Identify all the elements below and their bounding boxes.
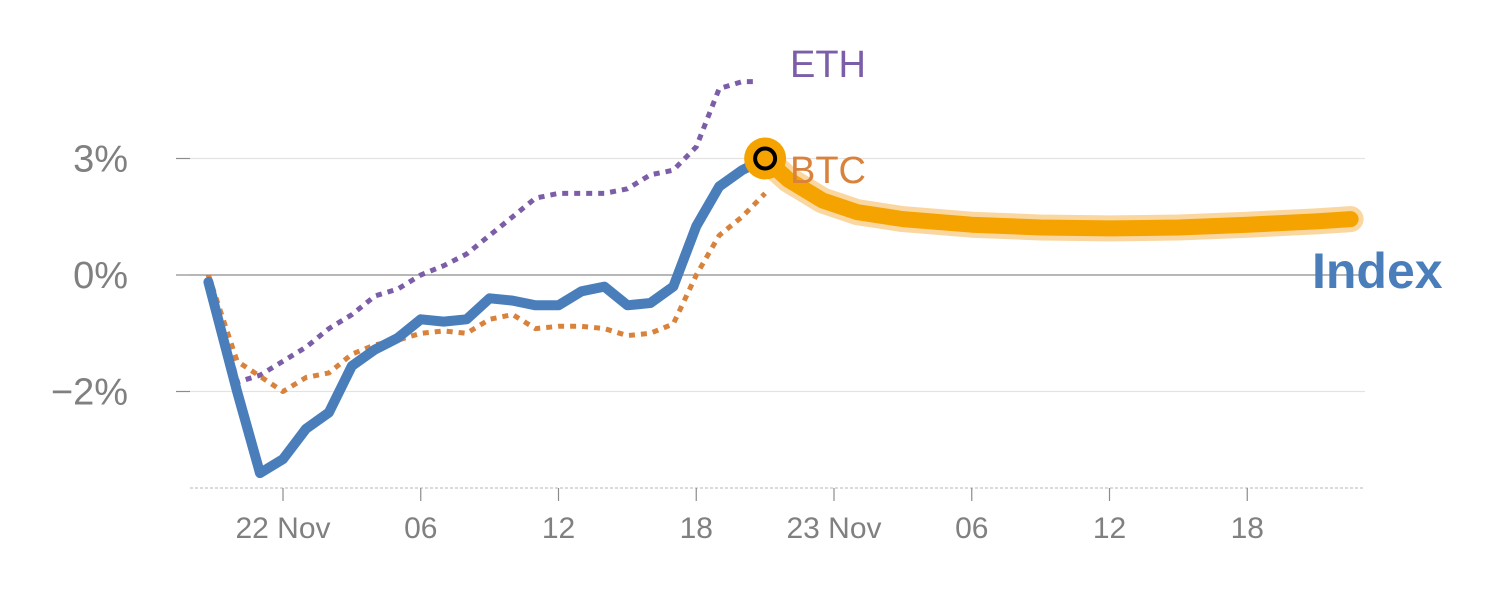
y-tick-label: 0% <box>73 255 128 297</box>
current-point-marker <box>753 146 778 171</box>
x-tick-label: 06 <box>404 512 437 545</box>
forecast-line <box>757 150 1359 237</box>
series-label-btc: BTC <box>790 150 866 192</box>
series-line-index <box>203 153 771 479</box>
x-axis: 22 Nov 06 12 18 23 Nov 06 12 18 <box>190 487 1365 545</box>
label-layer: ETH BTC Index <box>790 44 1443 299</box>
x-tick-label: 06 <box>955 512 988 545</box>
grid-layer: 3% 0% −2% <box>51 139 1365 414</box>
x-tick-label: 12 <box>542 512 575 545</box>
series-line-btc <box>206 191 767 394</box>
x-tick-label: 18 <box>1231 512 1264 545</box>
x-tick-label: 22 Nov <box>235 512 330 545</box>
x-tick-label: 18 <box>680 512 713 545</box>
series-layer <box>203 79 1364 479</box>
y-tick-label: 3% <box>73 139 128 181</box>
series-line-eth <box>205 79 754 385</box>
x-tick-label: 12 <box>1093 512 1126 545</box>
y-tick-label: −2% <box>51 372 128 414</box>
series-label-eth: ETH <box>790 44 866 86</box>
x-tick-label: 23 Nov <box>786 512 881 545</box>
series-label-index: Index <box>1312 243 1443 299</box>
